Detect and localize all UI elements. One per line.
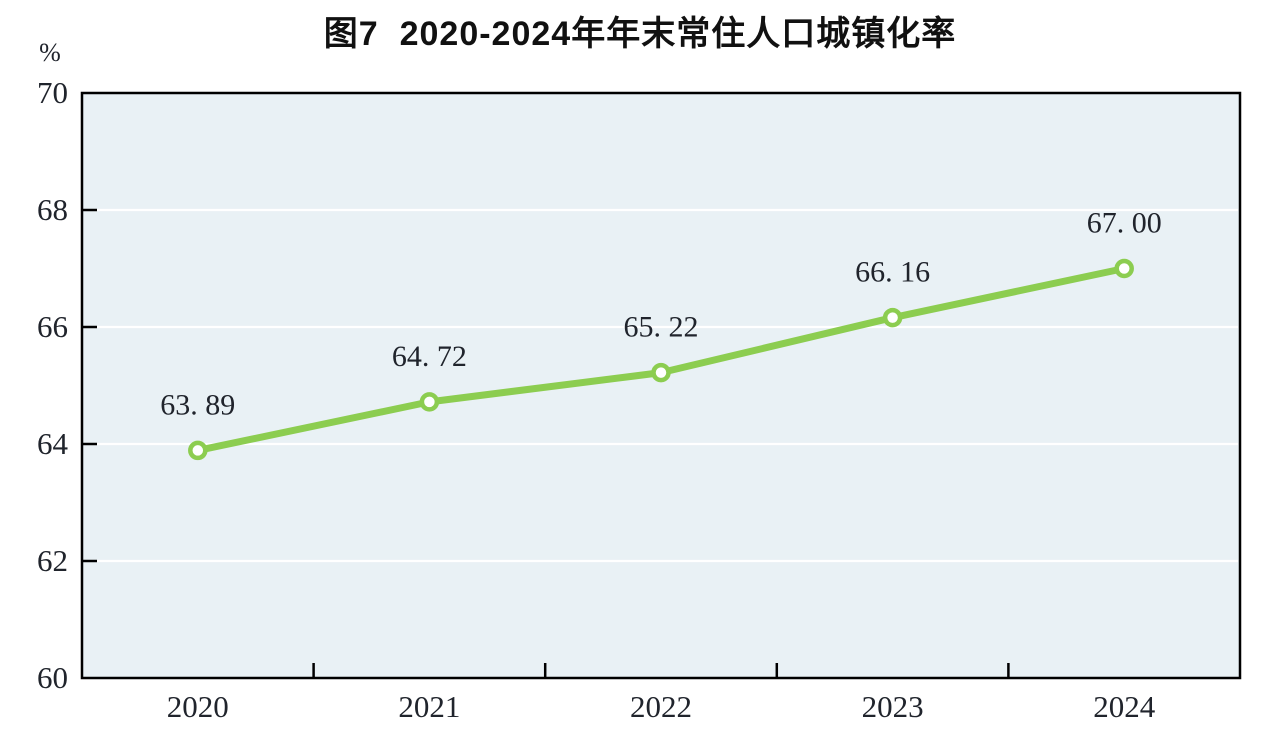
- plot-background: [82, 93, 1240, 678]
- data-point-marker: [419, 392, 440, 412]
- x-tick-label: 2022: [630, 689, 692, 724]
- data-point-label: 66. 16: [855, 256, 930, 289]
- data-point-label: 63. 89: [160, 388, 235, 421]
- y-axis-unit-label: %: [39, 38, 61, 67]
- x-tick-label: 2021: [398, 689, 460, 724]
- y-tick-label: 64: [37, 426, 69, 461]
- y-tick-label: 68: [37, 192, 68, 227]
- chart-title: 图7 2020-2024年年末常住人口城镇化率: [323, 15, 957, 53]
- data-point-label: 65. 22: [624, 311, 699, 344]
- plot-border: [80, 91, 1242, 680]
- data-point-marker: [188, 440, 208, 461]
- y-tick-label: 70: [37, 75, 68, 110]
- y-tick-label: 66: [37, 309, 68, 344]
- x-tick-label: 2023: [862, 689, 924, 724]
- data-point-label: 64. 72: [392, 340, 467, 373]
- y-tick-label: 62: [37, 543, 68, 578]
- data-point-marker: [651, 362, 671, 383]
- x-tick-label: 2024: [1093, 689, 1156, 724]
- data-point-marker: [1114, 258, 1134, 279]
- y-tick-label: 60: [37, 660, 68, 695]
- data-point-label: 67. 00: [1087, 207, 1162, 240]
- data-point-marker: [882, 307, 903, 328]
- x-tick-label: 2020: [167, 689, 229, 724]
